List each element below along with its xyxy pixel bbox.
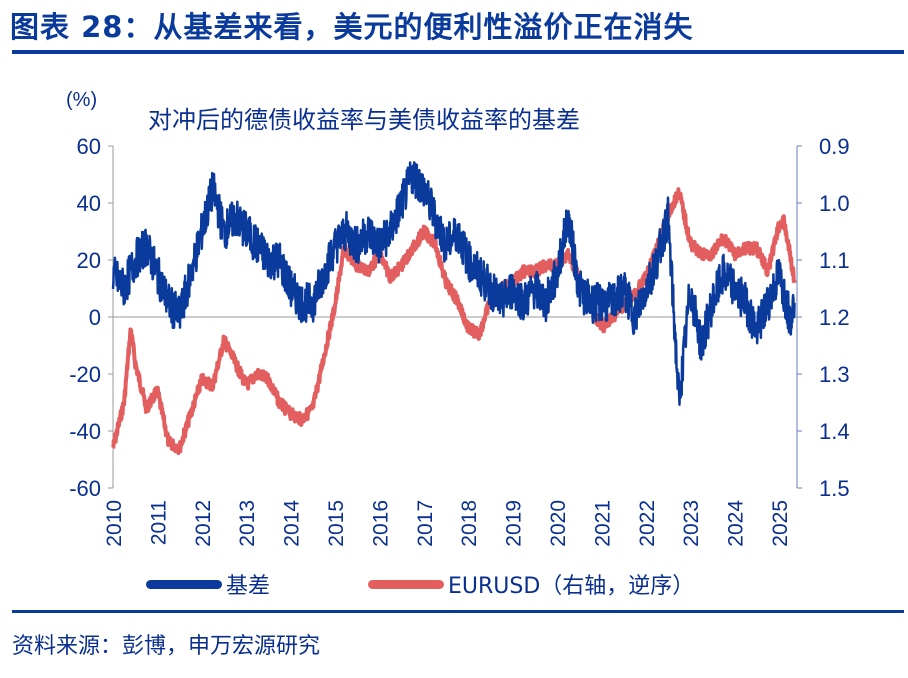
- basis-line: [111, 161, 796, 406]
- y2-tick-label: 1.4: [819, 419, 850, 444]
- legend-swatch-eurusd: [368, 579, 444, 589]
- x-tick-label: 2019: [503, 500, 526, 547]
- y-tick-label: -60: [69, 476, 101, 501]
- page-title: 图表 28：从基差来看，美元的便利性溢价正在消失: [10, 10, 694, 44]
- chart: 对冲后的德债收益率与美债收益率的基差 (%) 60 40 20 0 -20 -40 -60 0…: [66, 89, 850, 547]
- y-tick-label: 0: [89, 305, 101, 330]
- x-tick-label: 2023: [680, 500, 703, 547]
- x-tick-label: 2010: [103, 500, 126, 547]
- chart-title: 对冲后的德债收益率与美债收益率的基差: [148, 106, 580, 134]
- x-tick-label: 2022: [636, 500, 659, 547]
- x-tick-label: 2011: [147, 500, 170, 545]
- y-tick-label: -20: [69, 362, 101, 387]
- eurusd-line: [111, 187, 797, 456]
- x-tick-label: 2018: [458, 500, 481, 547]
- x-tick-label: 2014: [281, 500, 304, 547]
- legend-label-eurusd: EURUSD（右轴，逆序）: [448, 574, 695, 599]
- y2-tick-label: 1.1: [819, 248, 850, 273]
- legend-basis: 基差: [146, 568, 270, 600]
- y-axis-label: (%): [66, 89, 97, 111]
- y-tick-label: 40: [77, 191, 101, 216]
- x-tick-label: 2017: [414, 500, 437, 547]
- x-tick-label: 2024: [725, 500, 748, 547]
- x-tick-label: 2013: [236, 500, 259, 547]
- title-rule: [12, 50, 904, 54]
- x-tick-label: 2016: [369, 500, 392, 547]
- y2-tick-label: 0.9: [819, 134, 850, 159]
- x-tick-label: 2025: [769, 500, 792, 547]
- y-tick-label: 20: [77, 248, 101, 273]
- legend-label-basis: 基差: [226, 574, 271, 599]
- y2-tick-label: 1.5: [819, 476, 850, 501]
- y2-tick-label: 1.3: [819, 362, 850, 387]
- x-tick-label: 2012: [192, 500, 215, 547]
- source-note: 资料来源：彭博，申万宏源研究: [12, 634, 321, 659]
- x-tick-label: 2020: [547, 500, 570, 547]
- legend-swatch-basis: [146, 579, 222, 589]
- y-tick-label: 60: [77, 134, 101, 159]
- legend-eurusd: EURUSD（右轴，逆序）: [368, 568, 694, 600]
- y-tick-label: -40: [69, 419, 101, 444]
- y2-tick-label: 1.2: [819, 305, 850, 330]
- x-tick-label: 2021: [591, 500, 614, 547]
- y2-tick-label: 1.0: [819, 191, 850, 216]
- footer-rule: [12, 610, 904, 613]
- x-tick-label: 2015: [325, 500, 348, 547]
